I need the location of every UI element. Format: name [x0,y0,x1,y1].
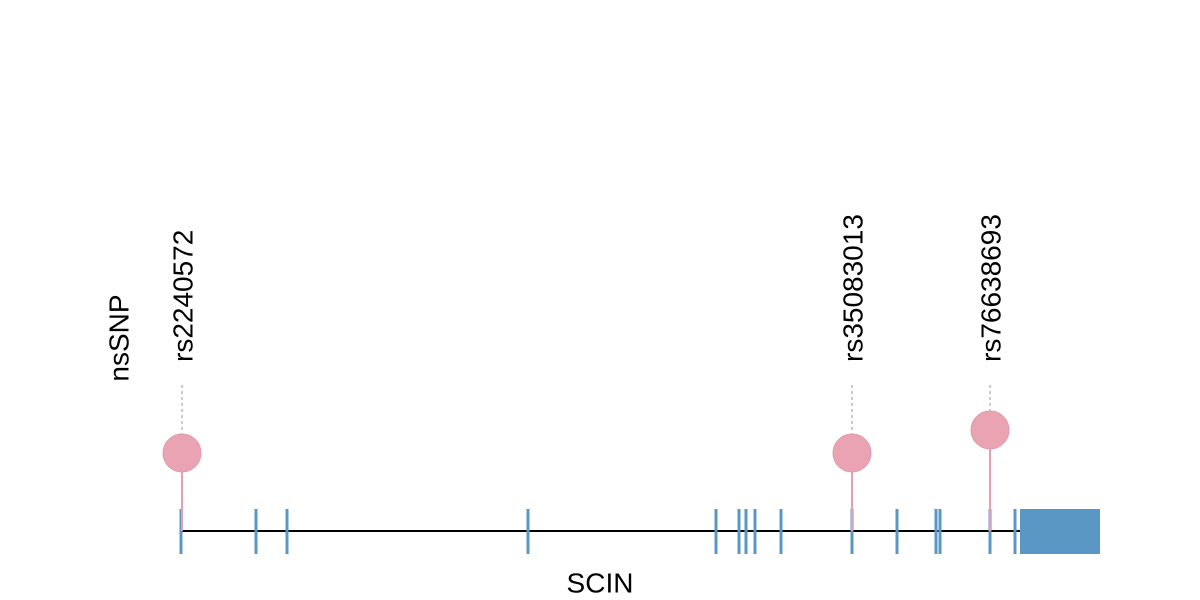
snp-head [162,433,202,473]
exons [179,509,1100,554]
track-label: nsSNP [103,294,134,381]
gene-name: SCIN [567,567,634,598]
snp-head [832,433,872,473]
snp-label: rs2240572 [167,230,198,362]
snp-2: rs35083013 [832,214,872,531]
snp-3: rs76638693 [970,214,1010,531]
snp-1: rs2240572 [162,230,202,531]
snp-label: rs35083013 [837,214,868,362]
utr-block [1020,509,1100,554]
snp-head [970,410,1010,450]
snp-label: rs76638693 [975,214,1006,362]
